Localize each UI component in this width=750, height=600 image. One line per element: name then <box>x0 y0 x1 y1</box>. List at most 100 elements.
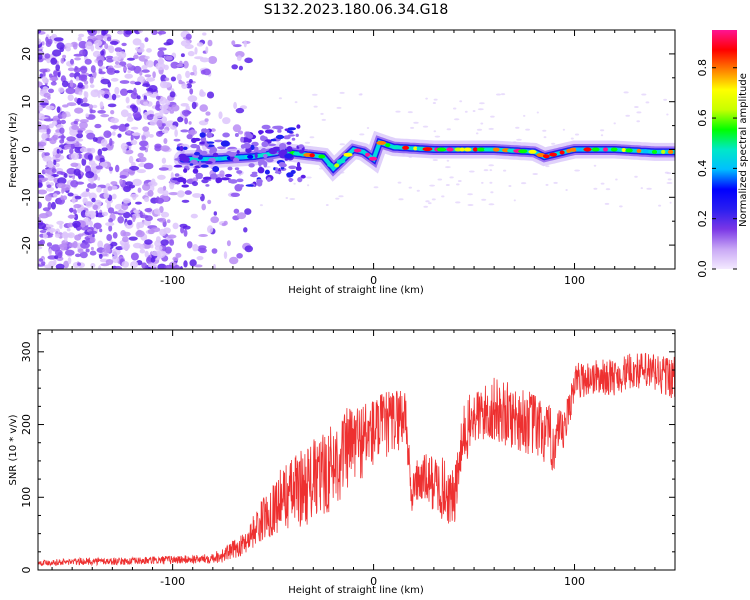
heatmap-cell <box>162 190 169 197</box>
heatmap-cell <box>52 174 59 177</box>
snr-line <box>38 352 675 567</box>
heatmap-cell <box>158 167 169 171</box>
heatmap-cell <box>46 227 56 233</box>
heatmap-cell <box>238 65 243 71</box>
heatmap-cell <box>260 148 267 153</box>
heatmap-cell <box>214 139 223 143</box>
heatmap-cell <box>43 264 54 269</box>
heatmap-cell <box>84 80 89 85</box>
heatmap-cell <box>180 103 189 107</box>
heatmap-cell <box>74 57 81 61</box>
heatmap-cell <box>119 61 127 67</box>
heatmap-cell <box>413 121 419 124</box>
heatmap-cell <box>275 167 279 173</box>
heatmap-cell <box>634 106 639 108</box>
heatmap-cell <box>244 208 252 215</box>
heatmap-cell <box>369 156 377 161</box>
heatmap-cell <box>87 182 97 189</box>
heatmap-cell <box>38 182 43 188</box>
heatmap-cell <box>247 154 254 159</box>
heatmap-cell <box>207 199 212 205</box>
heatmap-cell <box>57 71 61 78</box>
heatmap-cell <box>199 104 208 112</box>
heatmap-cell <box>142 183 151 191</box>
heatmap-cell <box>129 80 136 85</box>
heatmap-cell <box>89 76 94 84</box>
heatmap-cell <box>70 180 79 188</box>
heatmap-cell <box>258 162 262 166</box>
heatmap-cell <box>75 76 80 82</box>
heatmap-cell <box>80 103 90 107</box>
heatmap-cell <box>240 144 245 149</box>
heatmap-cell <box>247 138 252 143</box>
heatmap-cell <box>296 124 301 129</box>
heatmap-cell <box>543 136 547 139</box>
heatmap-cell <box>613 122 616 125</box>
heatmap-cell <box>73 168 81 176</box>
snr-background <box>38 330 675 570</box>
heatmap-cell <box>153 112 164 119</box>
heatmap-cell <box>220 140 230 147</box>
heatmap-cell <box>117 216 124 224</box>
heatmap-cell <box>565 189 568 191</box>
heatmap-cell <box>188 121 192 125</box>
heatmap-cell <box>141 262 147 269</box>
heatmap-cell <box>96 30 101 34</box>
heatmap-cell <box>433 130 437 133</box>
heatmap-cell <box>120 142 128 150</box>
heatmap-cell <box>59 223 63 229</box>
heatmap-cell <box>139 42 145 50</box>
heatmap-cell <box>114 70 120 74</box>
heatmap-cell <box>103 93 110 99</box>
heatmap-cell <box>199 132 206 138</box>
heatmap-cell <box>132 242 143 249</box>
heatmap-cell <box>56 171 64 175</box>
heatmap-cell <box>402 145 410 150</box>
heatmap-cell <box>154 145 162 152</box>
heatmap-cell <box>174 129 178 138</box>
heatmap-cell <box>260 135 266 142</box>
heatmap-cell <box>79 251 88 259</box>
snr-panel: -100 0 100 0 100 200 300 Height of straight li… <box>8 329 676 596</box>
heatmap-cell <box>125 30 133 35</box>
heatmap-cell <box>170 76 176 82</box>
heatmap-cell <box>157 210 161 217</box>
heatmap-cell <box>151 250 161 256</box>
heatmap-cell <box>202 176 212 180</box>
heatmap-cell <box>236 150 240 154</box>
heatmap-cell <box>128 236 138 241</box>
heatmap-cell <box>431 198 436 201</box>
heatmap-cell <box>80 192 88 198</box>
heatmap-cell <box>209 146 218 154</box>
heatmap-cell <box>284 153 294 159</box>
heatmap-cell <box>183 60 189 69</box>
heatmap-cell <box>206 91 215 99</box>
heatmap-cell <box>472 147 478 152</box>
heatmap-cell <box>126 57 135 61</box>
heatmap-cell <box>200 136 207 143</box>
heatmap-cell <box>139 140 149 147</box>
colorbar-label: Normalized spectral amplitude <box>738 73 749 227</box>
heatmap-cell <box>175 252 182 258</box>
heatmap-cell <box>551 142 556 145</box>
heatmap-cell <box>164 264 175 269</box>
heatmap-cell <box>157 30 167 35</box>
heatmap-cell <box>83 91 87 98</box>
heatmap-cell <box>142 83 151 87</box>
heatmap-cell <box>562 128 566 131</box>
heatmap-cell <box>106 55 114 59</box>
heatmap-cell <box>205 160 213 165</box>
heatmap-cell <box>119 80 130 84</box>
heatmap-cell <box>160 74 167 83</box>
heatmap-cell <box>456 183 460 186</box>
heatmap-cell <box>236 212 247 220</box>
heatmap-cell <box>569 147 578 152</box>
heatmap-cell <box>238 184 244 188</box>
heatmap-cell <box>366 127 370 129</box>
heatmap-cell <box>453 107 457 110</box>
heatmap-cell <box>261 124 271 130</box>
heatmap-cell <box>92 137 98 142</box>
heatmap-cell <box>122 198 131 204</box>
heatmap-cell <box>184 44 194 50</box>
heatmap-cell <box>321 118 326 121</box>
